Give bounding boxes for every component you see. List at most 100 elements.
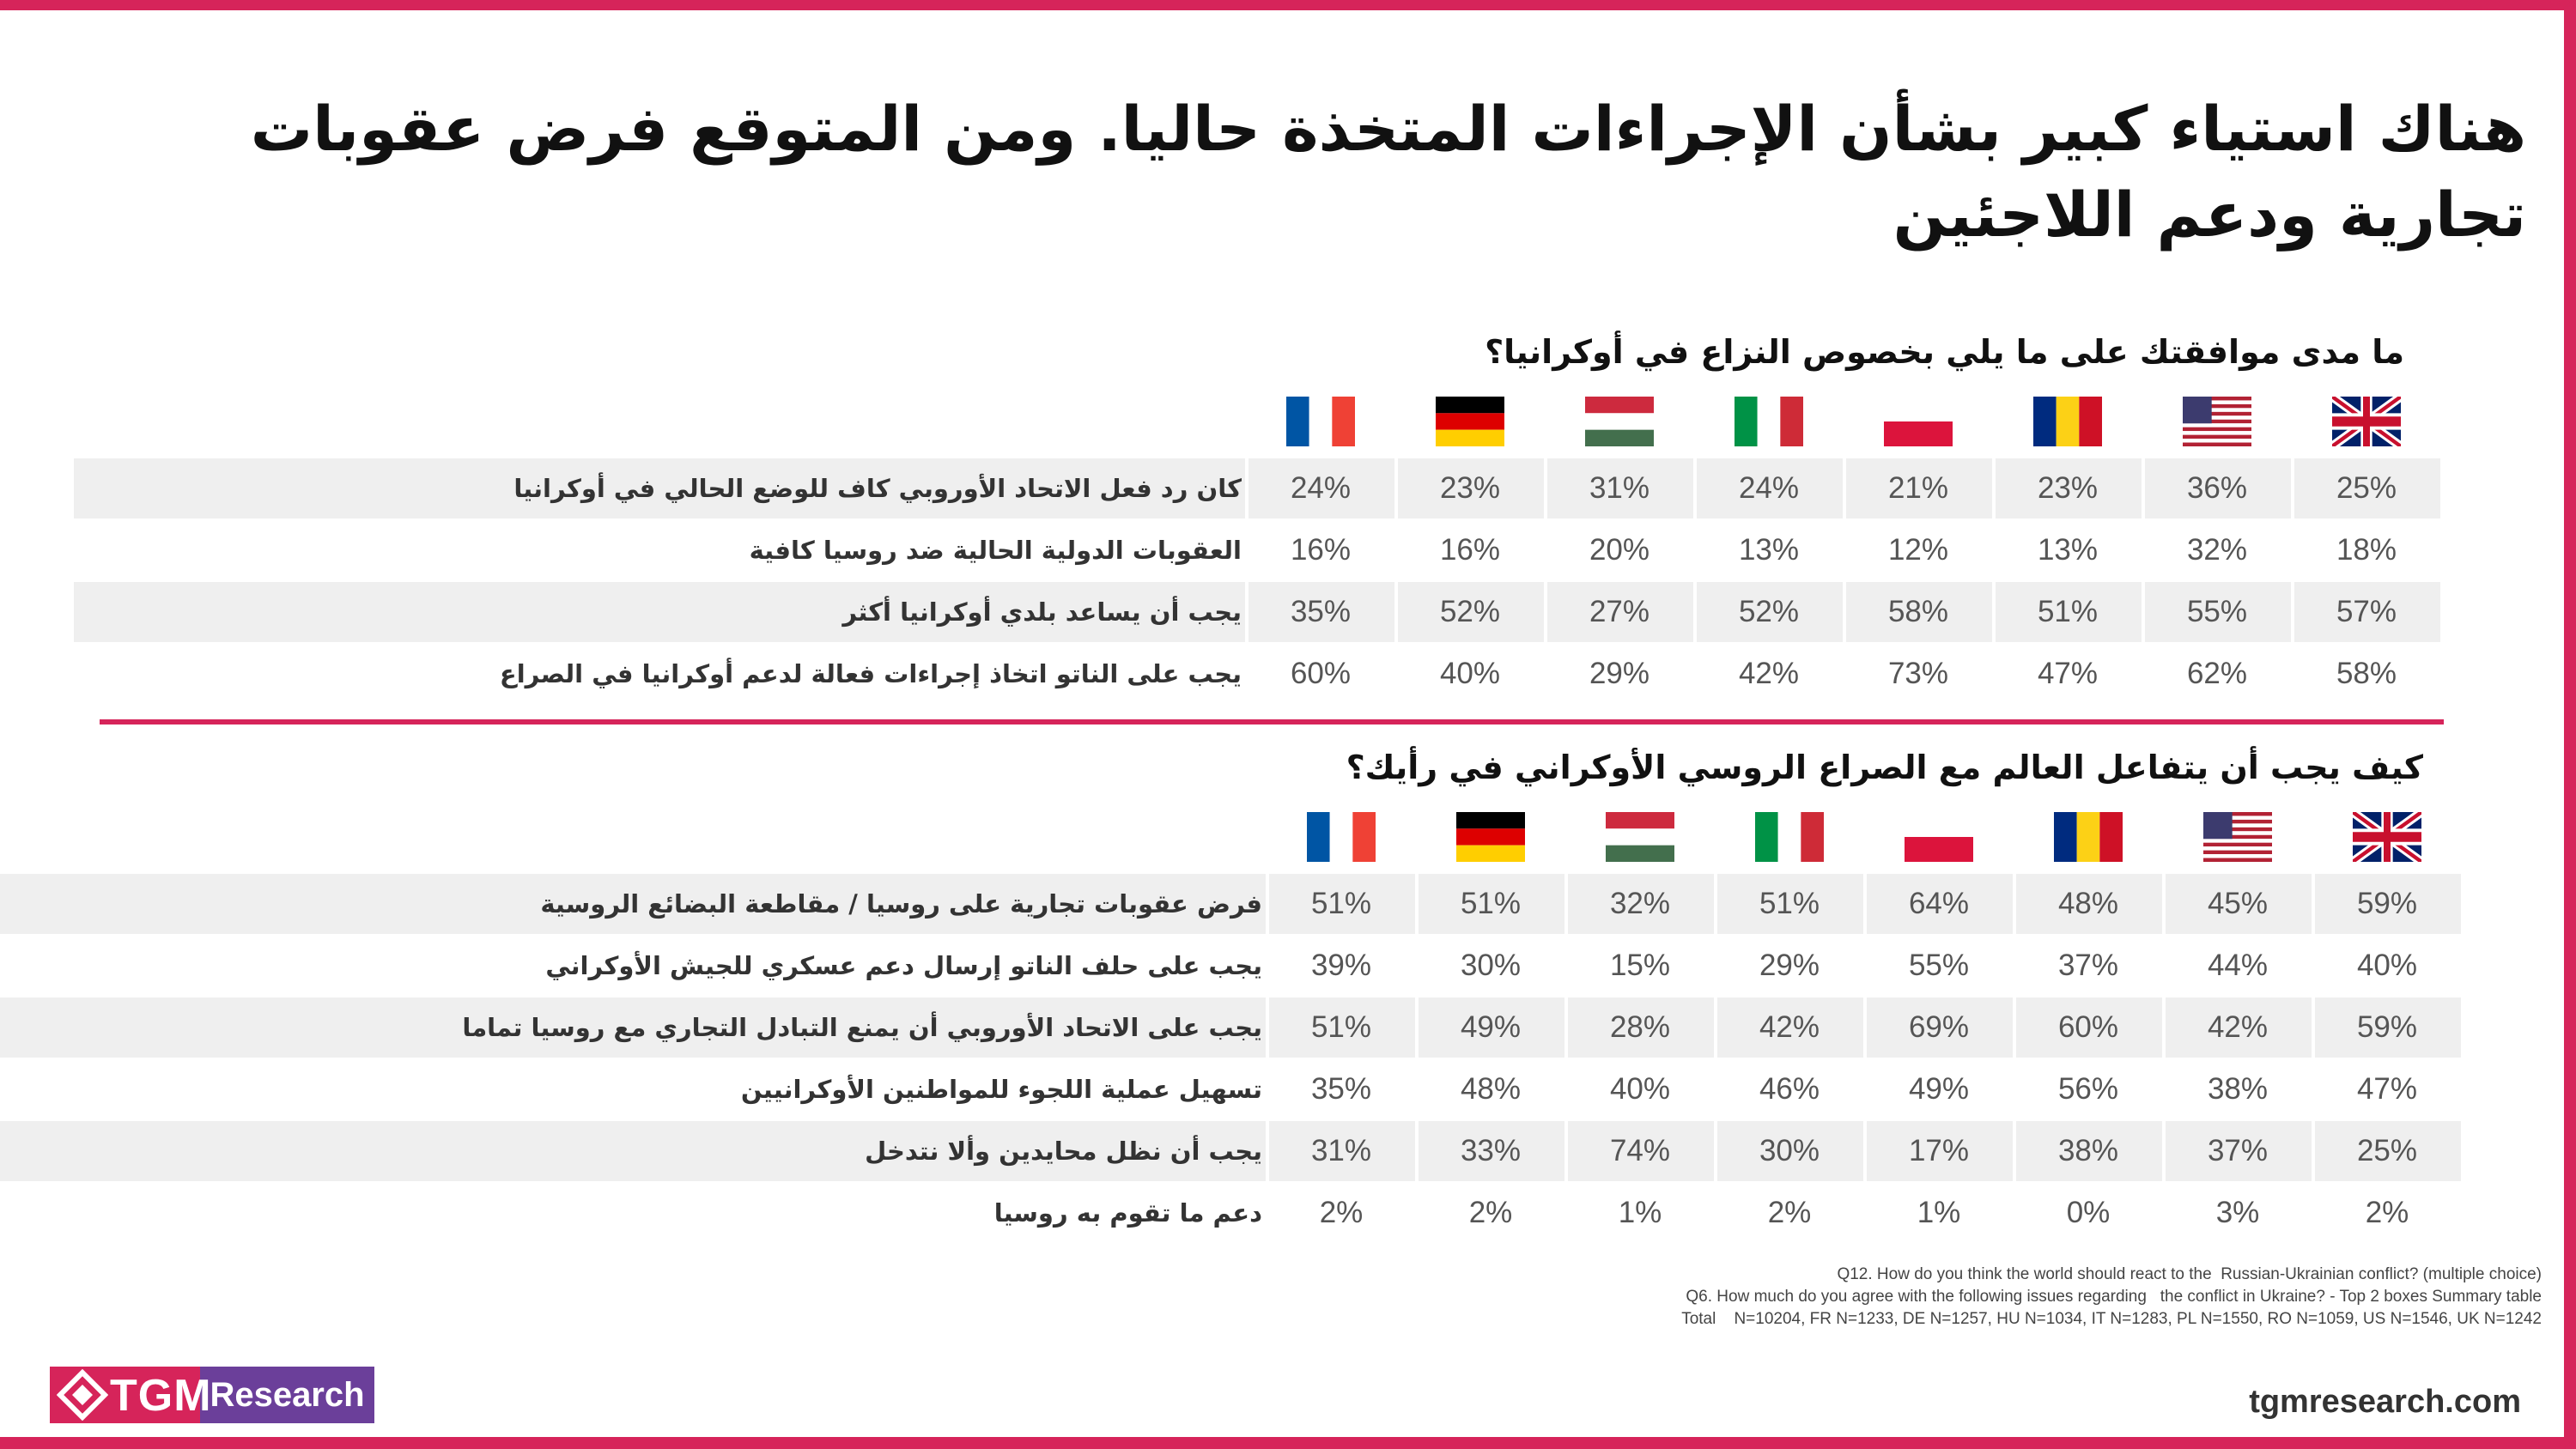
france-flag-icon [1307,812,1376,862]
table-cell: 51% [1460,887,1522,920]
table-cell: 28% [1609,1010,1671,1044]
table-cell: 29% [1759,949,1820,982]
column-divider [1863,874,1867,934]
section-divider [100,719,2444,724]
germany-flag-icon [1436,397,1504,446]
table-cell: 3% [2215,1196,2260,1229]
us-flag-icon [2183,397,2251,446]
table-cell: 16% [1290,533,1352,567]
footnote-line: Q6. How much do you agree with the follo… [1686,1288,2542,1306]
column-divider [1992,458,1996,518]
table-cell: 60% [2057,1010,2119,1044]
hungary-flag-icon [1606,812,1674,862]
table-cell: 32% [1609,887,1671,920]
column-divider [1843,458,1846,518]
column-divider [1992,582,1996,642]
footnote-line: Total N=10204, FR N=1233, DE N=1257, HU … [1681,1310,2542,1328]
table-cell: 17% [1908,1134,1970,1167]
table-cell: 0% [2066,1196,2111,1229]
column-divider [2162,1121,2166,1181]
column-divider [2162,874,2166,934]
table-cell: 52% [1738,595,1800,628]
table-cell: 2% [2365,1196,2409,1229]
row-label: يجب على الناتو اتخاذ إجراءات فعالة لدعم … [499,659,1242,688]
table-cell: 40% [1609,1072,1671,1106]
table-row-shade [0,1121,2461,1181]
column-divider [2312,874,2315,934]
column-divider [1544,582,1547,642]
table-cell: 62% [2186,657,2248,690]
table-cell: 30% [1759,1134,1820,1167]
column-divider [1394,582,1398,642]
table-cell: 24% [1290,471,1352,505]
column-divider [2291,458,2294,518]
column-divider [2013,997,2016,1058]
table-cell: 58% [2336,657,2397,690]
table-cell: 45% [2207,887,2269,920]
table-cell: 32% [2186,533,2248,567]
table-cell: 59% [2356,887,2418,920]
table-cell: 59% [2356,1010,2418,1044]
table-cell: 47% [2356,1072,2418,1106]
table-cell: 24% [1738,471,1800,505]
column-divider [1394,458,1398,518]
table-cell: 2% [1767,1196,1812,1229]
italy-flag-icon [1755,812,1824,862]
table-cell: 21% [1887,471,1949,505]
row-label: دعم ما تقوم به روسيا [993,1198,1262,1228]
logo-research-text: Research [200,1367,374,1423]
table-cell: 23% [1439,471,1501,505]
column-divider [1245,458,1249,518]
table-row-shade [0,874,2461,934]
column-divider [2142,458,2145,518]
table-cell: 47% [2037,657,2099,690]
table-cell: 48% [1460,1072,1522,1106]
table-cell: 16% [1439,533,1501,567]
table-cell: 25% [2356,1134,2418,1167]
table-cell: 38% [2207,1072,2269,1106]
poland-flag-icon [1905,812,1973,862]
france-flag-icon [1286,397,1355,446]
table-cell: 55% [2186,595,2248,628]
table-cell: 1% [1917,1196,1961,1229]
row-label: العقوبات الدولية الحالية ضد روسيا كافية [749,536,1242,565]
table-cell: 69% [1908,1010,1970,1044]
table-cell: 25% [2336,471,2397,505]
tgm-research-logo: TGM Research [50,1367,374,1423]
website-url: tgmresearch.com [2249,1384,2521,1420]
column-divider [1415,997,1419,1058]
table-cell: 23% [2037,471,2099,505]
uk-flag-icon [2332,397,2401,446]
column-divider [1564,1121,1568,1181]
table-cell: 37% [2207,1134,2269,1167]
table-cell: 12% [1887,533,1949,567]
table-cell: 13% [1738,533,1800,567]
table-cell: 49% [1460,1010,1522,1044]
column-divider [1714,1121,1717,1181]
table-cell: 35% [1290,595,1352,628]
table-cell: 49% [1908,1072,1970,1106]
table-cell: 48% [2057,887,2119,920]
column-divider [1863,1121,1867,1181]
top-border [0,0,2576,10]
romania-flag-icon [2054,812,2123,862]
column-divider [1693,458,1697,518]
row-label: تسهيل عملية اللجوء للمواطنين الأوكرانيين [740,1075,1262,1104]
table-cell: 44% [2207,949,2269,982]
column-divider [2142,582,2145,642]
column-divider [1564,997,1568,1058]
column-divider [1415,1121,1419,1181]
table-cell: 73% [1887,657,1949,690]
table-cell: 51% [1759,887,1820,920]
column-divider [1245,582,1249,642]
table-cell: 30% [1460,949,1522,982]
hungary-flag-icon [1585,397,1654,446]
italy-flag-icon [1735,397,1803,446]
romania-flag-icon [2033,397,2102,446]
table-cell: 55% [1908,949,1970,982]
table-cell: 37% [2057,949,2119,982]
table-row-shade [74,582,2440,642]
column-divider [1544,458,1547,518]
right-border [2564,0,2576,1449]
column-divider [1843,582,1846,642]
